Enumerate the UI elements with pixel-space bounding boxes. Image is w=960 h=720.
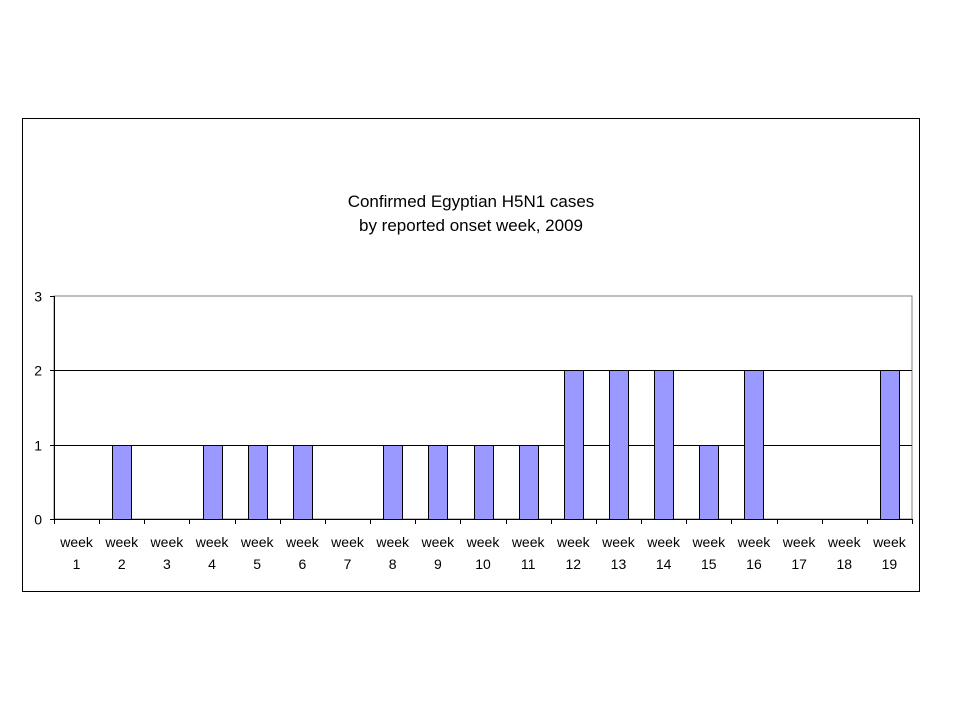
- bar: [428, 445, 448, 520]
- bar: [744, 370, 764, 520]
- x-tick-label-number: 7: [344, 556, 352, 572]
- bar: [293, 445, 313, 520]
- bar: [564, 370, 584, 520]
- x-tick-label-number: 6: [298, 556, 306, 572]
- bar: [474, 445, 494, 520]
- x-tick-label-number: 8: [389, 556, 397, 572]
- chart-title-line-1: Confirmed Egyptian H5N1 cases: [348, 192, 595, 211]
- x-tick-label: week: [737, 534, 772, 550]
- bar: [112, 445, 132, 520]
- x-tick-label-number: 11: [521, 556, 536, 572]
- x-tick-label-number: 16: [746, 556, 762, 572]
- x-tick-label: week: [104, 534, 139, 550]
- x-tick-label-number: 2: [118, 556, 126, 572]
- chart-title-line-2: by reported onset week, 2009: [359, 216, 583, 235]
- x-tick-label: week: [420, 534, 455, 550]
- y-tick-label: 0: [34, 512, 42, 528]
- bar: [203, 445, 223, 520]
- x-tick-label: week: [601, 534, 636, 550]
- x-tick-label: week: [285, 534, 320, 550]
- x-tick-label-number: 12: [566, 556, 582, 572]
- x-tick-label: week: [782, 534, 817, 550]
- bar: [699, 445, 719, 520]
- x-tick-label-number: 18: [836, 556, 852, 572]
- x-tick-label: week: [59, 534, 94, 550]
- bar: [519, 445, 539, 520]
- x-tick-label-number: 9: [434, 556, 442, 572]
- chart-container: Confirmed Egyptian H5N1 cases by reporte…: [22, 118, 920, 592]
- x-tick-label: week: [466, 534, 501, 550]
- x-tick-label: week: [511, 534, 546, 550]
- x-tick-label: week: [375, 534, 410, 550]
- bar: [248, 445, 268, 520]
- bar-chart: Confirmed Egyptian H5N1 cases by reporte…: [34, 192, 913, 572]
- x-tick-label-number: 19: [882, 556, 898, 572]
- bar: [654, 370, 674, 520]
- y-tick-label: 2: [34, 363, 42, 379]
- x-tick-label-number: 14: [656, 556, 672, 572]
- plot-area: 0123week1week2week3week4week5week6week7w…: [34, 289, 913, 572]
- x-tick-label: week: [872, 534, 907, 550]
- x-tick-label: week: [646, 534, 681, 550]
- x-tick-label: week: [195, 534, 230, 550]
- x-tick-label-number: 4: [208, 556, 216, 572]
- x-tick-label-number: 10: [475, 556, 491, 572]
- x-tick-label: week: [330, 534, 365, 550]
- y-tick-label: 1: [34, 438, 42, 454]
- x-tick-label: week: [150, 534, 185, 550]
- x-tick-label-number: 15: [701, 556, 717, 572]
- x-tick-label: week: [556, 534, 591, 550]
- x-tick-label: week: [827, 534, 862, 550]
- x-tick-label-number: 17: [791, 556, 807, 572]
- x-tick-label: week: [691, 534, 726, 550]
- x-tick-label-number: 13: [611, 556, 627, 572]
- y-tick-label: 3: [34, 289, 42, 305]
- x-tick-label-number: 5: [253, 556, 261, 572]
- x-tick-label-number: 1: [73, 556, 81, 572]
- x-tick-label: week: [240, 534, 275, 550]
- bar: [609, 370, 629, 520]
- x-tick-label-number: 3: [163, 556, 171, 572]
- bar: [383, 445, 403, 520]
- bar: [880, 370, 900, 520]
